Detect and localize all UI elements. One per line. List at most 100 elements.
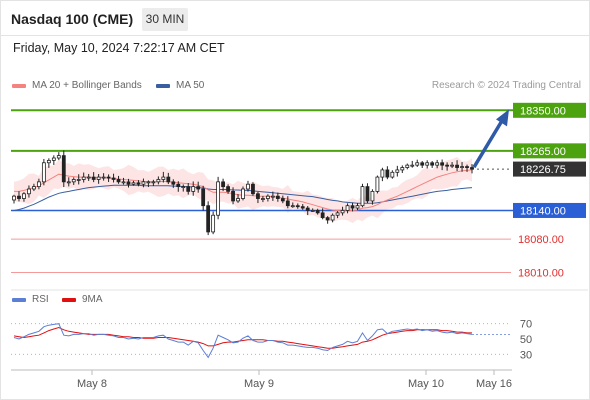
legend-item-9ma: 9MA <box>62 294 103 305</box>
instrument-title: Nasdaq 100 (CME) <box>11 11 134 27</box>
candle-body <box>390 171 395 178</box>
level-tag-18226.75 <box>513 161 586 177</box>
candle-body <box>330 214 335 221</box>
candle-body <box>171 181 176 185</box>
candle-body <box>51 157 56 161</box>
candle-body <box>17 195 21 199</box>
header: Nasdaq 100 (CME) 30 MIN <box>1 1 589 36</box>
candle-body <box>246 183 250 190</box>
candle-body <box>410 164 415 167</box>
candle-body <box>161 176 166 180</box>
candle-body <box>126 181 131 185</box>
candle-body <box>166 176 171 183</box>
candle-body <box>440 162 445 166</box>
level-label-18140.00: 18140.00 <box>520 205 566 217</box>
candle-body <box>345 205 350 211</box>
candle-body <box>206 205 211 233</box>
candle-body <box>241 188 245 199</box>
candle-body <box>270 195 275 198</box>
candle-body <box>295 205 300 208</box>
x-tick-label: May 10 <box>408 378 444 390</box>
candle-body <box>66 181 71 184</box>
candle-body <box>176 183 181 188</box>
candle-body <box>335 212 340 216</box>
candle-body <box>325 217 330 221</box>
rsi-tick-label: 70 <box>520 319 532 331</box>
candle-body <box>365 186 370 202</box>
candle-body <box>236 198 240 202</box>
candle-body <box>226 186 230 192</box>
candle-body <box>32 186 36 190</box>
candle-body <box>46 159 51 164</box>
candle-body <box>251 183 255 195</box>
legend-swatch-9ma <box>62 297 76 302</box>
candle-body <box>61 155 66 183</box>
candle-body <box>290 205 295 208</box>
candle-body <box>470 167 474 170</box>
level-tag-18350.00 <box>513 102 586 118</box>
level-tag-18265.00 <box>513 143 586 159</box>
legend-label-9ma: 9MA <box>82 294 103 305</box>
level-label-18226.75: 18226.75 <box>520 164 566 176</box>
legend-swatch-ma50 <box>156 83 170 88</box>
rsi-tick-label: 30 <box>520 349 532 361</box>
candle-body <box>256 193 260 199</box>
candle-body <box>186 186 191 192</box>
candle-body <box>71 179 76 183</box>
forecast-arrow-shaft <box>472 116 506 169</box>
candle-body <box>56 155 61 159</box>
candle-body <box>435 162 440 166</box>
legend-item-ma50: MA 50 <box>156 80 204 91</box>
candle-body <box>340 210 345 214</box>
candle-body <box>141 181 146 185</box>
level-label-18265.00: 18265.00 <box>520 146 566 158</box>
x-tick-label: May 16 <box>476 378 512 390</box>
candle-body <box>216 181 221 216</box>
candle-body <box>445 164 450 167</box>
candle-body <box>430 162 435 166</box>
legend-item-rsi: RSI <box>12 294 49 305</box>
candle-body <box>265 195 270 199</box>
candle-body <box>305 207 310 211</box>
candle-body <box>360 186 365 207</box>
legend-swatch-ma20 <box>12 83 26 88</box>
candle-body <box>81 176 86 180</box>
candle-body <box>151 181 156 184</box>
legend-swatch-rsi <box>12 297 26 302</box>
level-label-18350.00: 18350.00 <box>520 105 566 117</box>
level-label-18010.00: 18010.00 <box>518 267 564 279</box>
legend-label-rsi: RSI <box>32 294 49 305</box>
candle-body <box>121 181 126 184</box>
candle-body <box>101 176 106 179</box>
candle-body <box>116 179 121 183</box>
candle-body <box>36 181 41 188</box>
timeframe-badge[interactable]: 30 MIN <box>142 8 188 31</box>
candle-body <box>191 186 196 192</box>
candle-body <box>106 176 111 179</box>
candle-body <box>355 205 360 209</box>
x-tick-label: May 8 <box>77 378 107 390</box>
candle-body <box>136 182 141 185</box>
forecast-arrow-head <box>496 109 509 127</box>
candle-body <box>196 186 201 190</box>
candle-body <box>86 176 91 179</box>
candle-body <box>280 198 285 202</box>
candle-body <box>300 206 305 209</box>
candle-body <box>320 212 325 219</box>
rsi-tick-label: 50 <box>520 334 532 346</box>
candle-body <box>415 162 420 166</box>
candle-body <box>12 195 16 201</box>
legend-label-ma20: MA 20 + Bollinger Bands <box>32 80 142 91</box>
candle-body <box>91 176 96 180</box>
candle-body <box>146 181 151 184</box>
candle-body <box>96 176 101 180</box>
candle-body <box>380 169 385 178</box>
legend-item-ma20: MA 20 + Bollinger Bands <box>12 80 142 91</box>
datetime-label: Friday, May 10, 2024 7:22:17 AM CET <box>13 41 225 55</box>
candle-body <box>76 179 81 181</box>
candle-body <box>465 166 469 168</box>
candle-body <box>285 200 290 207</box>
candle-body <box>231 190 235 202</box>
candle-body <box>400 167 405 171</box>
